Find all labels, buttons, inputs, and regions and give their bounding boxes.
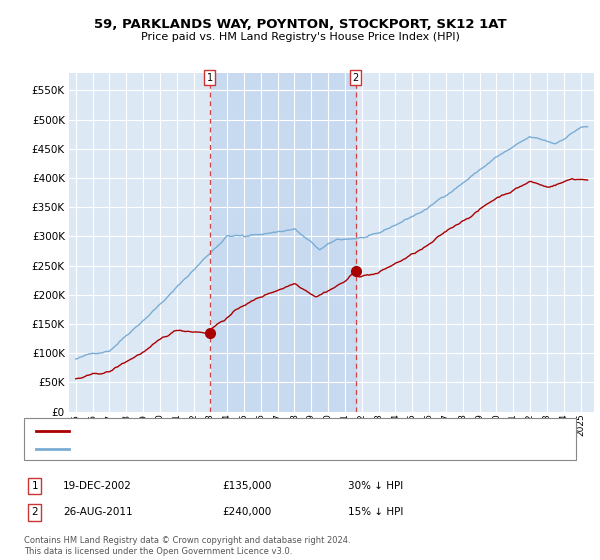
Text: HPI: Average price, detached house, Cheshire East: HPI: Average price, detached house, Ches… [78, 444, 326, 454]
Text: 1: 1 [206, 73, 213, 83]
Text: Price paid vs. HM Land Registry's House Price Index (HPI): Price paid vs. HM Land Registry's House … [140, 32, 460, 42]
Text: 19-DEC-2002: 19-DEC-2002 [63, 481, 132, 491]
Bar [209, 73, 356, 412]
Text: Contains HM Land Registry data © Crown copyright and database right 2024.
This d: Contains HM Land Registry data © Crown c… [24, 536, 350, 556]
Text: 1: 1 [31, 481, 38, 491]
Text: 2: 2 [352, 73, 359, 83]
Text: 59, PARKLANDS WAY, POYNTON, STOCKPORT, SK12 1AT: 59, PARKLANDS WAY, POYNTON, STOCKPORT, S… [94, 18, 506, 31]
Text: 2: 2 [31, 507, 38, 517]
Text: £135,000: £135,000 [222, 481, 271, 491]
Text: 59, PARKLANDS WAY, POYNTON, STOCKPORT, SK12 1AT (detached house): 59, PARKLANDS WAY, POYNTON, STOCKPORT, S… [78, 426, 439, 436]
Text: 30% ↓ HPI: 30% ↓ HPI [348, 481, 403, 491]
Text: 15% ↓ HPI: 15% ↓ HPI [348, 507, 403, 517]
Text: £240,000: £240,000 [222, 507, 271, 517]
Text: 26-AUG-2011: 26-AUG-2011 [63, 507, 133, 517]
